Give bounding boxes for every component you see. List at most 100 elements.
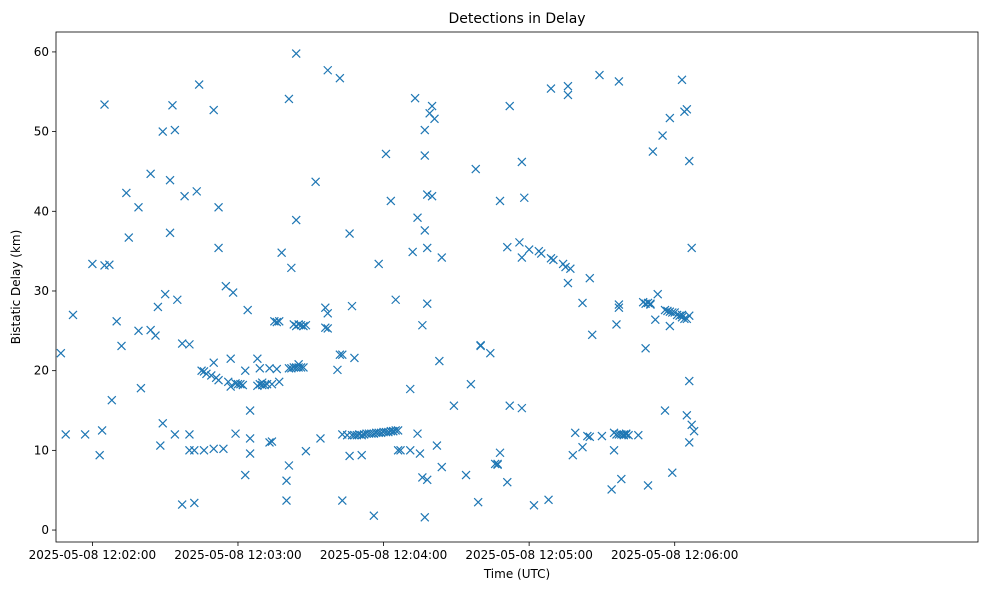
x-tick-label: 2025-05-08 12:02:00 [29, 548, 156, 562]
data-point-marker [240, 470, 250, 480]
data-point-marker [405, 384, 415, 394]
data-point-marker [291, 215, 301, 225]
data-point-marker [104, 260, 114, 270]
y-tick-label: 0 [41, 523, 49, 537]
data-point-marker [121, 188, 131, 198]
data-point-marker [301, 320, 311, 330]
data-point-marker [243, 305, 253, 315]
data-point-marker [226, 354, 236, 364]
data-point-marker [517, 253, 527, 262]
data-point-marker [265, 437, 274, 447]
data-point-marker [420, 512, 430, 522]
data-point-marker [391, 426, 401, 435]
data-point-marker [505, 101, 515, 111]
data-point-marker [422, 243, 432, 253]
data-point-marker [286, 263, 296, 273]
data-point-marker [226, 382, 236, 392]
data-point-marker [294, 320, 304, 329]
data-point-marker [357, 450, 367, 460]
x-tick-label: 2025-05-08 12:04:00 [320, 548, 447, 562]
data-point-marker [134, 202, 143, 212]
data-point-marker [260, 380, 270, 390]
data-point-marker [667, 468, 677, 478]
data-point-marker [189, 445, 199, 455]
data-point-marker [158, 127, 168, 137]
data-point-marker [585, 273, 595, 283]
data-point-marker [177, 339, 187, 349]
y-tick-label: 10 [34, 443, 49, 457]
plot-frame [55, 31, 979, 543]
data-point-marker [238, 380, 248, 390]
x-axis-label: Time (UTC) [483, 567, 550, 581]
data-point-marker [430, 114, 439, 124]
data-point-marker [684, 437, 694, 447]
data-point-marker [417, 473, 427, 482]
data-point-marker [240, 366, 250, 376]
data-point-marker [112, 316, 122, 326]
data-point-marker [274, 377, 284, 387]
data-point-marker [427, 101, 437, 111]
data-point-marker [410, 93, 420, 103]
data-point-marker [95, 450, 105, 460]
data-point-marker [682, 410, 692, 420]
data-point-marker [214, 375, 223, 385]
data-point-marker [417, 320, 427, 330]
data-point-marker [214, 202, 223, 212]
data-point-marker [614, 300, 624, 309]
data-point-marker [192, 186, 202, 196]
data-point-marker [61, 429, 71, 439]
data-point-marker [648, 147, 658, 156]
data-point-marker [624, 430, 634, 440]
data-point-marker [614, 76, 624, 86]
data-point-marker [209, 358, 219, 368]
data-point-marker [185, 339, 194, 349]
data-point-marker [420, 125, 430, 135]
data-point-marker [386, 196, 396, 206]
data-point-marker [524, 245, 534, 254]
data-point-marker [158, 418, 168, 428]
data-point-marker [689, 426, 699, 436]
data-point-marker [420, 225, 430, 235]
x-tick-label: 2025-05-08 12:06:00 [611, 548, 738, 562]
data-point-marker [490, 459, 500, 469]
data-point-marker [641, 343, 651, 353]
data-point-marker [323, 308, 333, 318]
data-point-marker [134, 326, 143, 336]
data-point-marker [687, 243, 697, 253]
data-point-marker [502, 477, 512, 487]
data-point-marker [333, 365, 342, 375]
data-point-marker [282, 476, 291, 486]
data-point-marker [517, 157, 527, 167]
data-point-marker [582, 431, 592, 441]
data-point-marker [320, 323, 330, 333]
data-point-marker [495, 196, 505, 206]
data-point-marker [272, 317, 282, 327]
data-point-marker [391, 295, 401, 305]
data-point-marker [544, 495, 553, 505]
data-point-marker [357, 430, 367, 440]
data-point-marker [291, 49, 301, 58]
data-point-marker [197, 366, 207, 376]
data-point-marker [189, 498, 199, 508]
data-point-marker [633, 430, 643, 440]
data-point-marker [337, 350, 347, 360]
data-point-marker [311, 177, 321, 187]
y-tick-label: 30 [34, 284, 49, 298]
data-point-marker [684, 376, 694, 386]
data-point-marker [434, 356, 444, 366]
chart-title: Detections in Delay [448, 11, 585, 27]
data-point-marker [536, 249, 546, 258]
data-point-marker [563, 81, 573, 91]
data-point-marker [660, 305, 670, 315]
data-point-marker [677, 75, 687, 85]
data-point-marker [432, 441, 442, 451]
data-point-marker [682, 104, 692, 114]
data-point-marker [194, 80, 204, 90]
data-point-marker [466, 379, 476, 389]
data-point-marker [658, 131, 668, 141]
data-point-marker [323, 65, 333, 75]
data-point-marker [235, 379, 245, 389]
